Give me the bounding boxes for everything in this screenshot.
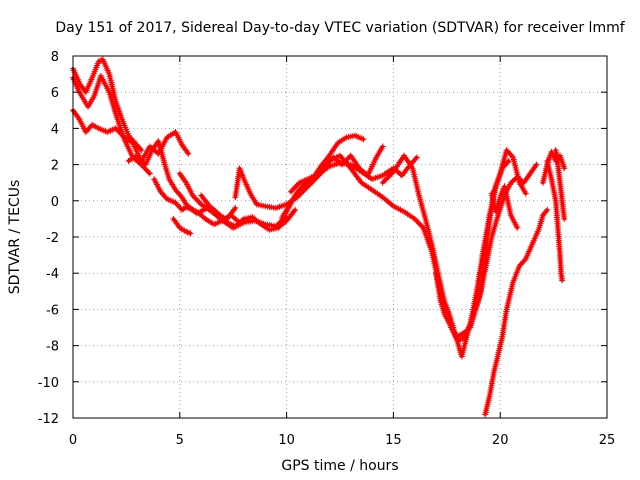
data-point-marker xyxy=(183,228,190,235)
chart-title: Day 151 of 2017, Sidereal Day-to-day VTE… xyxy=(55,20,625,36)
y-tick-label: 0 xyxy=(51,195,59,210)
y-tick-label: -12 xyxy=(38,412,59,427)
data-point-marker xyxy=(522,190,529,197)
data-point-marker xyxy=(543,208,550,215)
data-point-marker xyxy=(379,143,386,150)
data-point-marker xyxy=(504,148,511,155)
y-tick-label: -4 xyxy=(46,267,59,282)
data-point-marker xyxy=(97,57,104,64)
series-satellite-13 xyxy=(305,152,512,344)
y-tick-label: 4 xyxy=(51,122,59,137)
series-satellite-15 xyxy=(433,161,540,340)
data-point-marker xyxy=(282,218,289,225)
series-satellite-16 xyxy=(482,206,551,418)
series-satellite-17 xyxy=(488,183,521,231)
data-point-marker xyxy=(292,206,299,213)
data-point-marker xyxy=(239,217,246,224)
series-satellite-2 xyxy=(70,72,153,177)
data-point-marker xyxy=(173,188,180,195)
data-point-marker xyxy=(561,215,568,222)
data-point-marker xyxy=(559,277,566,284)
y-tick-label: -6 xyxy=(46,303,59,318)
data-point-marker xyxy=(82,129,89,135)
data-point-marker xyxy=(505,158,512,164)
x-tick-label: 15 xyxy=(385,433,402,448)
data-point-marker xyxy=(187,230,194,237)
data-point-marker xyxy=(514,224,521,231)
series-layer xyxy=(70,56,568,418)
y-tick-label: -2 xyxy=(46,231,59,246)
x-tick-label: 10 xyxy=(278,433,295,448)
series-satellite-20 xyxy=(552,147,568,222)
y-tick-label: 6 xyxy=(51,86,59,101)
data-point-marker xyxy=(561,165,568,172)
x-tick-label: 20 xyxy=(492,433,509,448)
data-point-marker xyxy=(186,229,193,236)
series-satellite-1 xyxy=(70,56,145,154)
data-point-marker xyxy=(517,261,524,268)
series-satellite-7 xyxy=(170,215,194,237)
data-point-marker xyxy=(412,155,419,162)
data-point-marker xyxy=(173,201,180,208)
data-point-marker xyxy=(185,150,192,157)
data-point-marker xyxy=(146,170,153,177)
series-satellite-19 xyxy=(544,158,566,284)
y-tick-label: -8 xyxy=(46,340,59,355)
y-axis-label: SDTVAR / TECUs xyxy=(7,180,23,295)
series-line xyxy=(306,154,511,342)
data-point-marker xyxy=(533,161,540,168)
grid-layer xyxy=(73,56,607,418)
data-point-marker xyxy=(138,147,145,154)
series-satellite-18 xyxy=(539,148,568,186)
x-tick-label: 5 xyxy=(176,433,184,448)
data-point-marker xyxy=(413,154,420,161)
data-point-marker xyxy=(213,209,220,216)
y-tick-label: -10 xyxy=(38,376,59,391)
data-point-marker xyxy=(544,206,551,213)
x-axis-label: GPS time / hours xyxy=(281,458,398,474)
data-point-marker xyxy=(232,205,239,211)
data-point-marker xyxy=(161,193,168,200)
y-tick-label: 2 xyxy=(51,159,59,174)
data-point-marker xyxy=(360,136,367,143)
y-tick-label: 8 xyxy=(51,50,59,65)
series-satellite-12 xyxy=(287,154,420,195)
x-tick-label: 25 xyxy=(599,433,616,448)
x-tick-label: 0 xyxy=(69,433,77,448)
data-point-marker xyxy=(201,214,207,221)
